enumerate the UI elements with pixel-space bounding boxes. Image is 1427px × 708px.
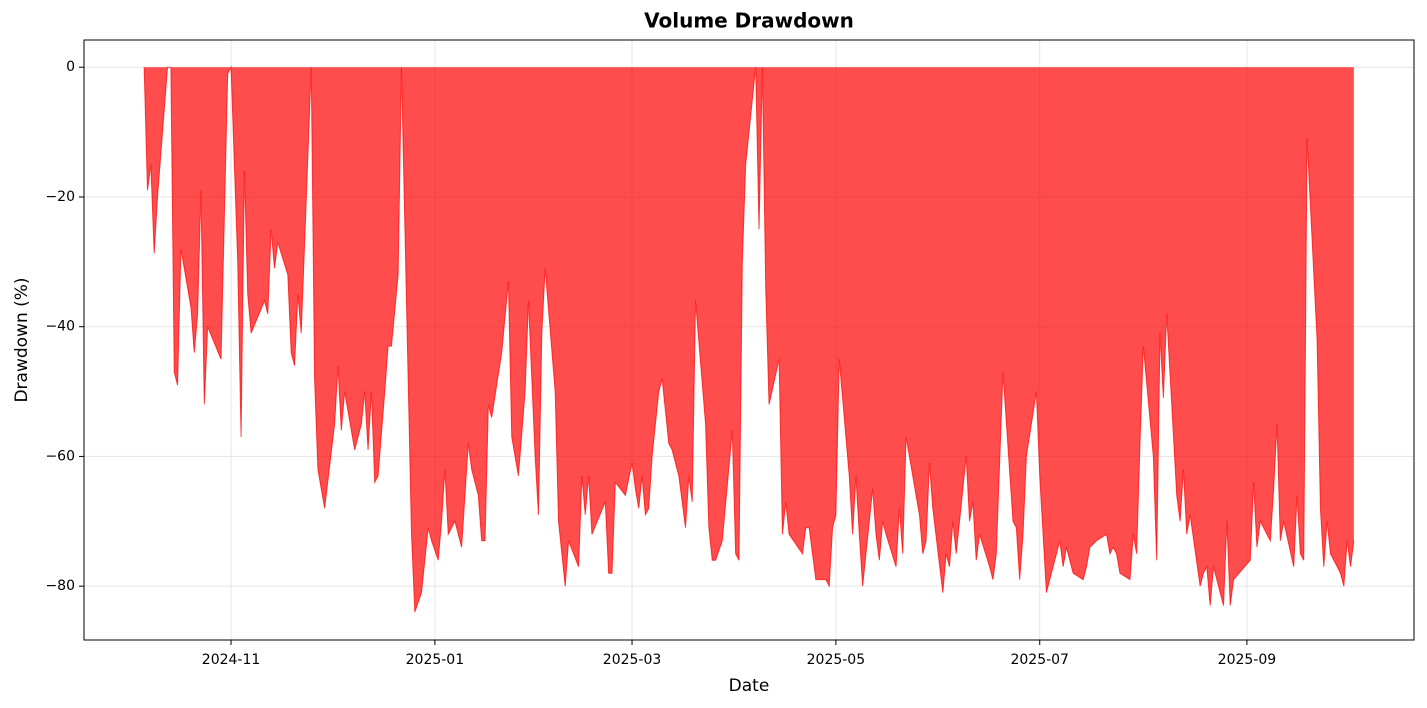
y-tick-label: −40 bbox=[45, 319, 75, 335]
drawdown-line bbox=[143, 65, 1355, 613]
y-tick-label: −20 bbox=[45, 189, 75, 205]
x-tick-label: 2025-03 bbox=[603, 652, 662, 668]
x-tick-label: 2025-07 bbox=[1010, 652, 1069, 668]
x-tick-label: 2025-09 bbox=[1218, 652, 1277, 668]
x-tick-label: 2025-01 bbox=[406, 652, 465, 668]
x-axis-label: Date bbox=[729, 676, 770, 696]
x-tick-label: 2025-05 bbox=[807, 652, 866, 668]
y-tick-label: −80 bbox=[45, 578, 75, 594]
y-tick-label: 0 bbox=[66, 59, 75, 75]
plot-frame bbox=[83, 39, 1415, 641]
x-tick-label: 2024-11 bbox=[202, 652, 261, 668]
y-tick-label: −60 bbox=[45, 448, 75, 464]
drawdown-area bbox=[144, 67, 1354, 613]
chart-title: Volume Drawdown bbox=[644, 9, 854, 33]
y-axis-label: Drawdown (%) bbox=[12, 277, 32, 402]
